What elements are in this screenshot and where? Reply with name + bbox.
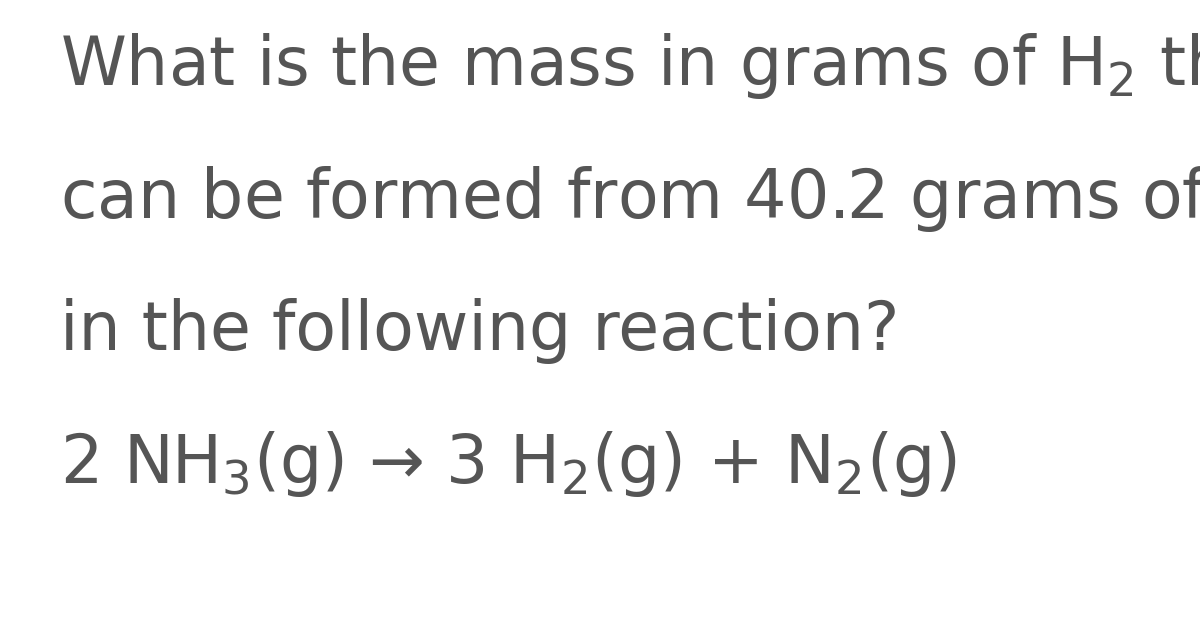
Text: 2 NH$_3$(g) → 3 H$_2$(g) + N$_2$(g): 2 NH$_3$(g) → 3 H$_2$(g) + N$_2$(g) (60, 428, 956, 498)
Text: What is the mass in grams of H$_2$ that: What is the mass in grams of H$_2$ that (60, 31, 1200, 101)
Text: can be formed from 40.2 grams of NH$_3$: can be formed from 40.2 grams of NH$_3$ (60, 163, 1200, 233)
Text: in the following reaction?: in the following reaction? (60, 298, 899, 364)
